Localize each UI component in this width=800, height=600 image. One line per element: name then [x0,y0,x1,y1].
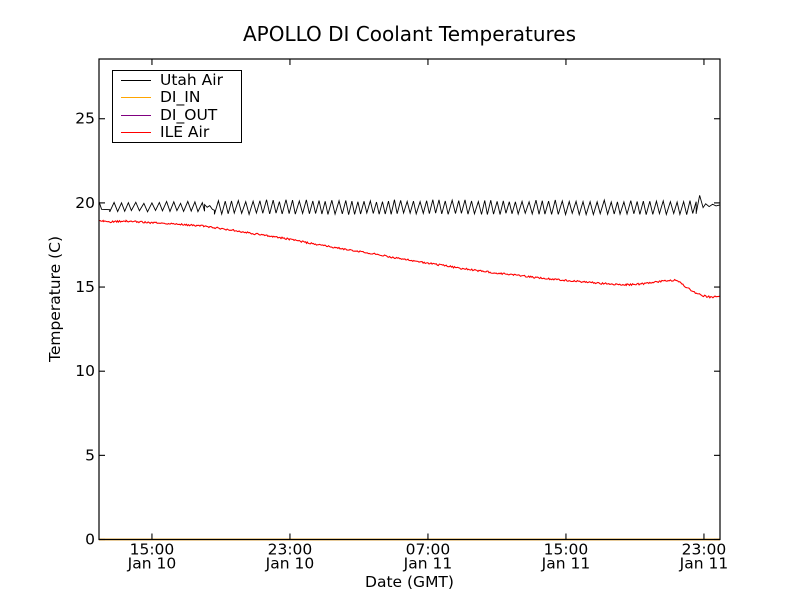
legend-item-di-out: DI_OUT [113,107,241,124]
legend-item-di-in: DI_IN [113,89,241,106]
series-utah-air [98,195,721,217]
y-tick-label: 5 [85,446,95,464]
x-tick-label-date: Jan 11 [403,555,453,573]
y-tick-label: 25 [75,110,95,128]
x-tick-label-date: Jan 10 [265,555,315,573]
legend-item-ile-air: ILE Air [113,124,241,141]
x-tick-label-date: Jan 11 [541,555,591,573]
y-tick-label: 0 [85,531,95,549]
y-tick-label: 15 [75,278,95,296]
legend-line-di-in-icon [121,97,151,99]
x-axis-label: Date (GMT) [365,573,454,591]
legend-line-ile-air-icon [121,131,151,133]
legend-item-utah-air: Utah Air [113,72,241,89]
legend: Utah Air DI_IN DI_OUT ILE Air [112,70,242,143]
x-tick-label-time: 07:00 [406,541,451,559]
y-axis-label: Temperature (C) [46,235,64,363]
legend-line-di-out-icon [121,114,151,116]
x-tick-label-time: 23:00 [682,541,727,559]
legend-label-utah-air: Utah Air [160,71,223,90]
legend-line-utah-air-icon [121,80,151,82]
legend-label-di-out: DI_OUT [160,105,218,124]
axes-frame [98,58,721,541]
chart-title: APOLLO DI Coolant Temperatures [242,22,577,46]
x-tick-label-time: 15:00 [544,541,589,559]
series-ile-air [98,219,721,299]
x-tick-label-time: 15:00 [130,541,175,559]
x-tick-label-date: Jan 10 [127,555,177,573]
legend-label-di-in: DI_IN [160,88,201,107]
y-tick-label: 20 [75,194,95,212]
x-tick-label-date: Jan 11 [679,555,729,573]
legend-label-ile-air: ILE Air [160,122,210,141]
y-tick-label: 10 [75,362,95,380]
x-tick-label-time: 23:00 [268,541,313,559]
